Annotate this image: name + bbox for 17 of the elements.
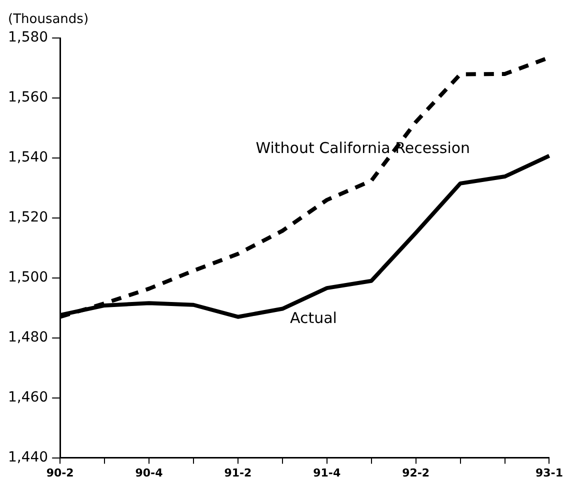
series-label: Actual [290, 309, 337, 328]
y-tick-label: 1,500 [8, 270, 48, 286]
series-label: Without California Recession [256, 139, 470, 158]
y-axis-title: (Thousands) [8, 12, 89, 27]
x-tick-label: 92-2 [402, 466, 430, 480]
x-tick-label: 93-1 [535, 466, 563, 480]
x-tick-label: 90-4 [135, 466, 164, 480]
x-tick-label: 90-2 [46, 466, 74, 480]
y-tick-label: 1,440 [8, 449, 48, 466]
y-tick-label: 1,540 [8, 150, 48, 166]
y-tick-label: 1,520 [8, 210, 48, 226]
x-tick-label: 91-2 [224, 466, 252, 480]
y-tick-label: 1,480 [8, 330, 48, 346]
y-tick-label: 1,560 [8, 90, 48, 106]
x-tick-label: 91-4 [313, 466, 341, 480]
y-tick-label: 1,580 [8, 30, 48, 46]
y-tick-label: 1,460 [8, 389, 48, 406]
